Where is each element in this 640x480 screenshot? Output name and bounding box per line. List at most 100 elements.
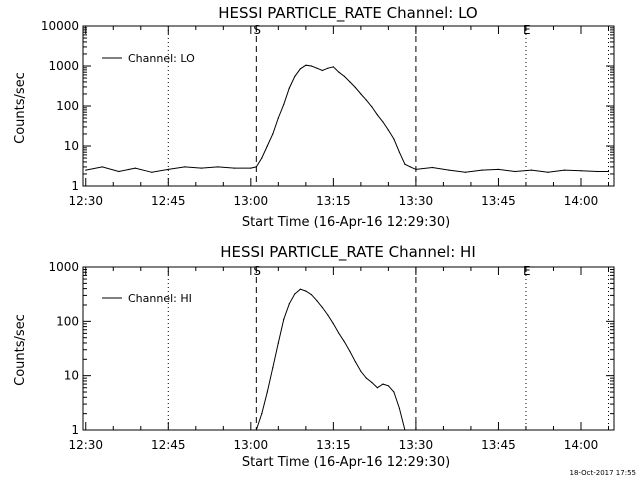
data-point-lo bbox=[327, 67, 329, 69]
x-tick-label-lo: 13:00 bbox=[234, 194, 269, 208]
data-point-hi bbox=[327, 314, 329, 316]
data-point-hi bbox=[343, 341, 345, 343]
data-point-hi bbox=[261, 413, 263, 415]
data-point-lo bbox=[338, 71, 340, 73]
data-point-lo bbox=[371, 106, 373, 108]
y-tick-label-lo: 100 bbox=[56, 99, 79, 113]
data-point-hi bbox=[255, 429, 257, 431]
x-tick-label-lo: 13:30 bbox=[399, 194, 434, 208]
data-point-lo bbox=[349, 81, 351, 83]
data-point-lo bbox=[343, 75, 345, 77]
data-point-lo bbox=[118, 170, 120, 173]
data-point-hi bbox=[332, 323, 334, 325]
data-point-lo bbox=[200, 167, 202, 169]
series-line-hi bbox=[255, 288, 406, 431]
data-point-lo bbox=[448, 169, 450, 171]
data-point-lo bbox=[167, 168, 169, 170]
series-line-lo bbox=[85, 64, 609, 173]
data-point-lo bbox=[409, 166, 411, 168]
data-point-lo bbox=[431, 166, 433, 169]
data-point-hi bbox=[299, 288, 301, 290]
data-point-lo bbox=[365, 99, 367, 101]
data-point-lo bbox=[596, 170, 599, 173]
legend-label-lo: Channel: LO bbox=[128, 52, 195, 65]
y-tick-label-hi: 1 bbox=[71, 423, 79, 437]
data-point-lo bbox=[393, 138, 395, 140]
y-tick-label-lo: 10 bbox=[64, 139, 79, 153]
y-tick-label-hi: 10 bbox=[64, 369, 79, 383]
data-point-hi bbox=[371, 381, 373, 384]
data-point-lo bbox=[398, 151, 400, 153]
y-tick-label-lo: 10000 bbox=[41, 19, 79, 33]
x-tick-label-lo: 13:15 bbox=[316, 194, 351, 208]
generation-timestamp: 18-Oct-2017 17:55 bbox=[569, 469, 636, 477]
legend-lo: Channel: LO bbox=[102, 52, 195, 65]
y-axis-label-lo: Counts/sec bbox=[13, 72, 28, 144]
data-point-lo bbox=[272, 133, 274, 135]
plot-frame-hi bbox=[82, 266, 615, 431]
data-point-lo bbox=[277, 117, 279, 119]
data-point-lo bbox=[415, 168, 417, 170]
data-point-hi bbox=[398, 407, 400, 409]
data-point-lo bbox=[464, 171, 466, 173]
y-tick-label-lo: 1000 bbox=[48, 59, 79, 73]
data-point-hi bbox=[283, 318, 285, 320]
legend-label-hi: Channel: HI bbox=[128, 292, 192, 305]
x-tick-label-lo: 14:00 bbox=[564, 194, 599, 208]
data-point-lo bbox=[514, 170, 516, 173]
x-tick-label-hi: 13:00 bbox=[234, 438, 269, 452]
event-marker-s-hi: S bbox=[253, 264, 261, 278]
data-point-hi bbox=[310, 294, 312, 296]
data-point-lo bbox=[134, 167, 136, 169]
data-point-hi bbox=[288, 303, 290, 305]
x-tick-label-hi: 13:30 bbox=[399, 438, 434, 452]
x-axis-label-hi: Start Time (16-Apr-16 12:29:30) bbox=[242, 455, 450, 470]
plot-frame-lo bbox=[82, 25, 615, 187]
data-point-lo bbox=[316, 67, 318, 69]
data-point-hi bbox=[266, 391, 268, 393]
data-point-lo bbox=[85, 169, 87, 171]
data-point-lo bbox=[261, 157, 263, 159]
data-point-lo bbox=[481, 169, 483, 171]
data-point-lo bbox=[530, 169, 533, 171]
data-point-lo bbox=[321, 69, 323, 72]
data-point-lo bbox=[217, 166, 219, 168]
data-point-hi bbox=[387, 385, 389, 387]
data-point-lo bbox=[305, 64, 307, 66]
data-point-hi bbox=[294, 293, 296, 295]
data-point-lo bbox=[250, 167, 252, 169]
data-point-lo bbox=[497, 168, 499, 170]
y-tick-label-hi: 100 bbox=[56, 314, 79, 328]
data-point-lo bbox=[299, 68, 301, 70]
data-point-lo bbox=[382, 121, 384, 123]
data-point-hi bbox=[404, 429, 406, 431]
data-point-lo bbox=[310, 65, 312, 67]
data-point-hi bbox=[272, 367, 274, 369]
data-point-lo bbox=[266, 145, 268, 147]
event-marker-e-lo: E bbox=[523, 23, 531, 37]
chart-title-lo: HESSI PARTICLE_RATE Channel: LO bbox=[218, 4, 477, 23]
data-point-hi bbox=[316, 300, 318, 302]
data-point-lo bbox=[580, 170, 582, 172]
x-tick-label-hi: 13:45 bbox=[481, 438, 516, 452]
data-point-hi bbox=[354, 361, 356, 363]
x-tick-label-hi: 13:15 bbox=[316, 438, 351, 452]
x-tick-label-lo: 12:30 bbox=[68, 194, 103, 208]
y-tick-label-hi: 1000 bbox=[48, 260, 79, 274]
x-tick-label-lo: 12:45 bbox=[151, 194, 186, 208]
data-point-lo bbox=[184, 166, 186, 168]
x-tick-label-hi: 14:00 bbox=[564, 438, 599, 452]
data-point-hi bbox=[305, 290, 307, 292]
x-tick-label-hi: 12:45 bbox=[151, 438, 186, 452]
x-tick-label-lo: 13:45 bbox=[481, 194, 516, 208]
data-point-hi bbox=[360, 370, 362, 372]
event-marker-s-lo: S bbox=[253, 23, 261, 37]
data-point-lo bbox=[607, 170, 610, 173]
data-point-lo bbox=[151, 171, 153, 173]
data-point-hi bbox=[277, 342, 279, 344]
data-point-lo bbox=[404, 163, 406, 165]
data-point-lo bbox=[101, 166, 103, 168]
data-point-hi bbox=[365, 377, 367, 379]
data-point-lo bbox=[387, 129, 389, 131]
